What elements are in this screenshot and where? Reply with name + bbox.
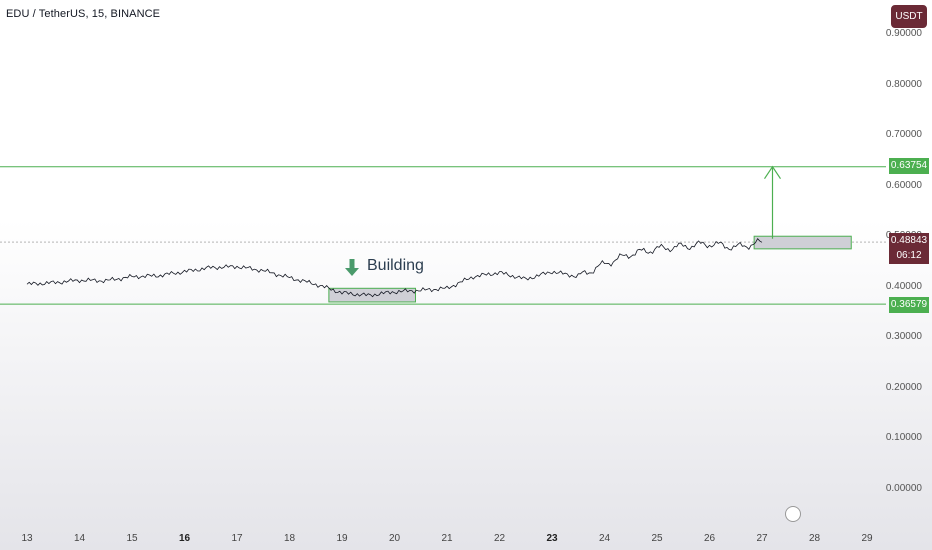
x-tick-label: 26 bbox=[703, 533, 716, 544]
x-tick-label: 21 bbox=[441, 533, 453, 544]
x-tick-label: 22 bbox=[493, 533, 506, 544]
y-tick-label: 0.60000 bbox=[885, 179, 922, 191]
x-tick-label: 19 bbox=[336, 533, 348, 544]
building-annotation: Building bbox=[367, 257, 424, 274]
x-tick-label: 18 bbox=[283, 533, 296, 544]
y-tick-label: 0.20000 bbox=[885, 381, 922, 393]
y-tick-label: 0.40000 bbox=[885, 280, 922, 292]
entry-zone-box bbox=[753, 235, 852, 250]
x-tick-label: 24 bbox=[598, 533, 611, 544]
y-tick-label: 0.10000 bbox=[885, 432, 922, 444]
chart-title: EDU / TetherUS, 15, BINANCE bbox=[6, 8, 161, 20]
x-tick-label: 28 bbox=[808, 533, 821, 544]
projection-arrow-head bbox=[764, 165, 781, 180]
support-price-label: 0.36579 bbox=[889, 297, 929, 313]
down-arrow-icon bbox=[349, 259, 355, 268]
x-tick-label: 16 bbox=[178, 533, 191, 544]
y-tick-label: 0.70000 bbox=[885, 129, 922, 141]
y-tick-label: 0.00000 bbox=[885, 483, 922, 494]
current-price-label: 0.48843 bbox=[889, 233, 929, 249]
resistance-price-label: 0.63754 bbox=[889, 158, 929, 174]
x-tick-label: 13 bbox=[21, 533, 33, 544]
countdown-label: 06:12 bbox=[889, 248, 929, 264]
x-tick-label: 15 bbox=[126, 533, 138, 544]
exchange-flag-icon[interactable] bbox=[785, 506, 801, 522]
x-tick-label: 27 bbox=[756, 533, 768, 544]
price-series-line bbox=[26, 237, 763, 298]
y-tick-label: 0.30000 bbox=[885, 331, 922, 343]
currency-badge[interactable]: USDT bbox=[891, 5, 927, 28]
x-tick-label: 23 bbox=[546, 533, 558, 544]
down-arrow-icon bbox=[345, 268, 359, 276]
y-tick-label: 0.80000 bbox=[885, 78, 922, 90]
x-tick-label: 17 bbox=[231, 533, 243, 544]
y-tick-label: 0.90000 bbox=[885, 28, 922, 39]
x-tick-label: 25 bbox=[651, 533, 663, 544]
building-zone-box bbox=[328, 287, 416, 303]
x-tick-label: 29 bbox=[861, 533, 873, 544]
x-tick-label: 14 bbox=[73, 533, 86, 544]
x-tick-label: 20 bbox=[388, 533, 401, 544]
